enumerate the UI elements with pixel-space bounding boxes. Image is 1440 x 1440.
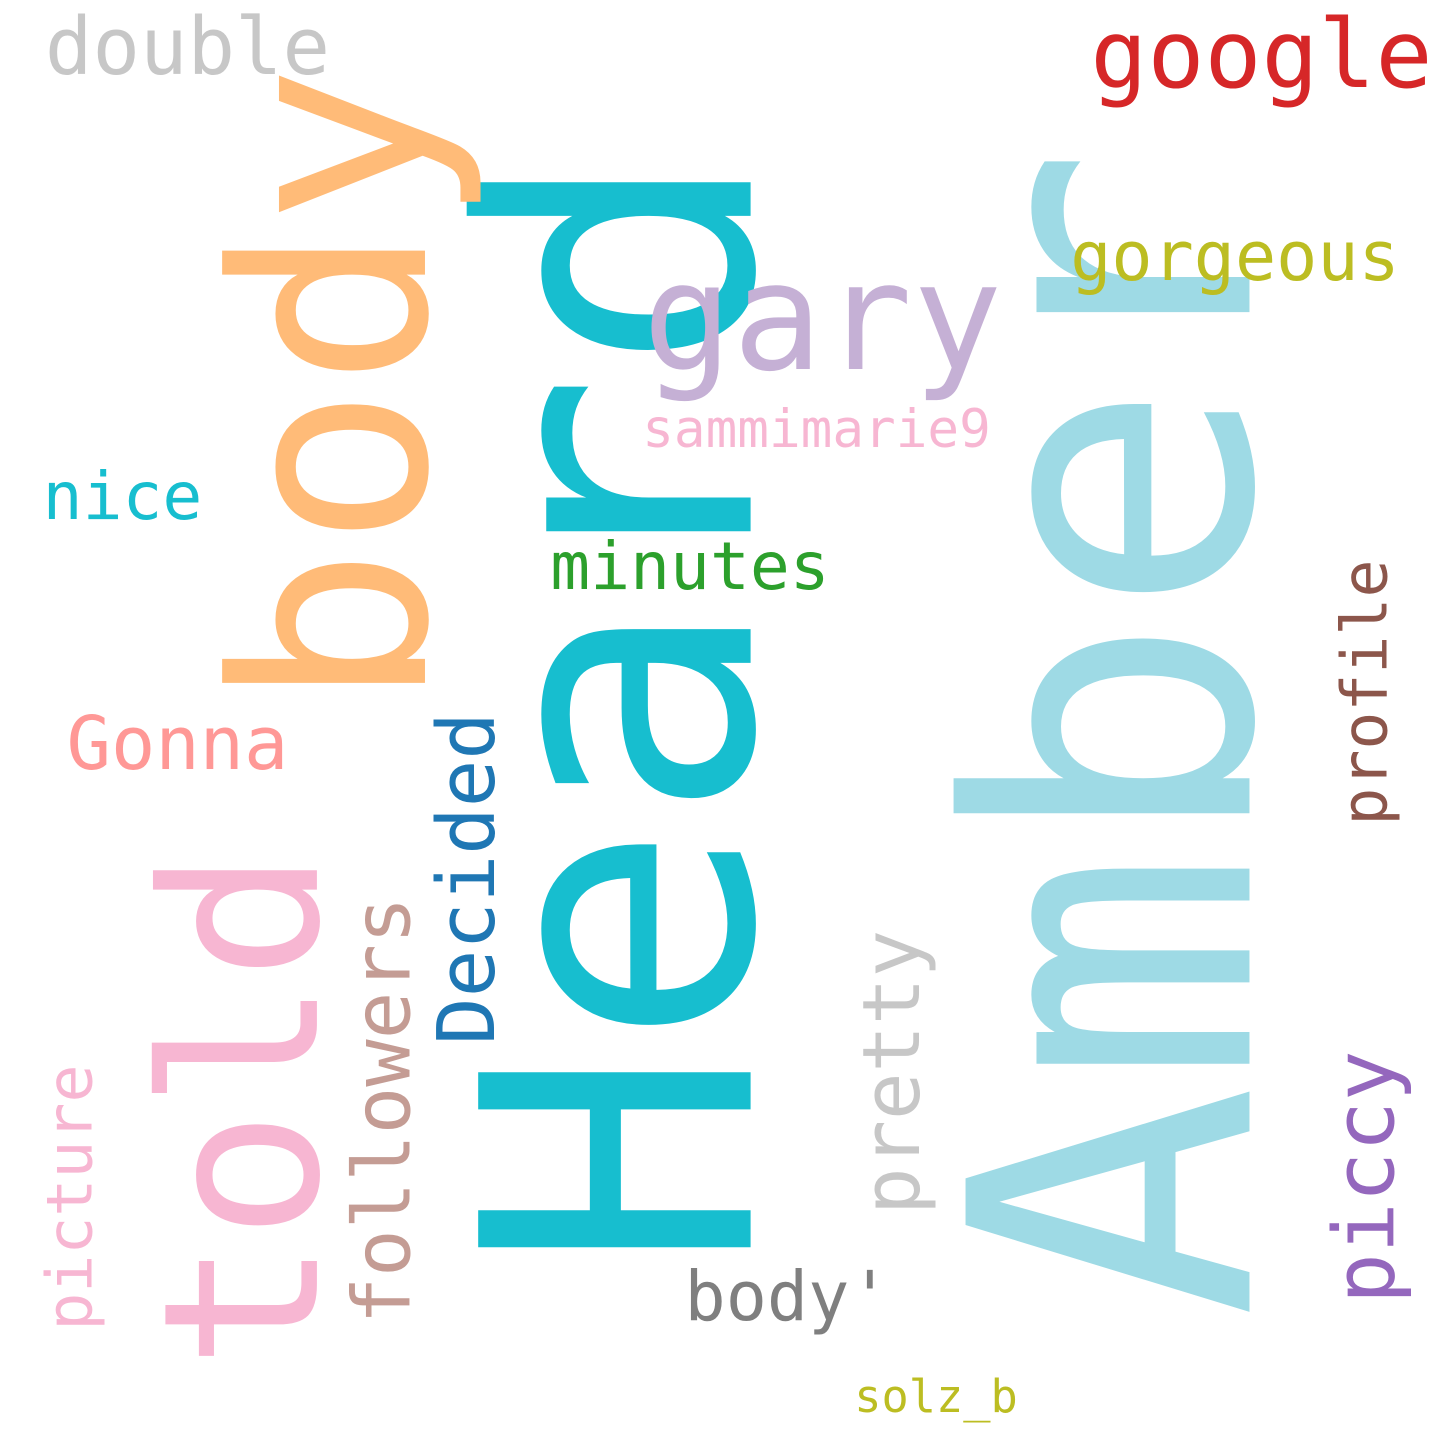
word-gorgeous: gorgeous — [1070, 217, 1400, 298]
word-nice: nice — [42, 457, 203, 536]
word-sammimarie9: sammimarie9 — [642, 398, 991, 460]
word-decided: Decided — [421, 712, 514, 1045]
word-gary: gary — [642, 231, 1003, 406]
word-double: double — [44, 1, 331, 94]
word-followers: followers — [336, 896, 429, 1324]
word-picture: picture — [32, 1064, 107, 1331]
word-pretty: pretty — [846, 929, 939, 1216]
word-told: told — [116, 850, 368, 1370]
word-profile: profile — [1327, 559, 1402, 826]
word-body: body — [177, 65, 488, 708]
word-body-quote: body' — [684, 1257, 891, 1338]
word-solz-b: solz_b — [854, 1369, 1018, 1423]
word-piccy: piccy — [1315, 1050, 1414, 1305]
word-google: google — [1090, 0, 1433, 110]
word-gonna: Gonna — [66, 702, 289, 788]
word-minutes: minutes — [550, 527, 830, 606]
